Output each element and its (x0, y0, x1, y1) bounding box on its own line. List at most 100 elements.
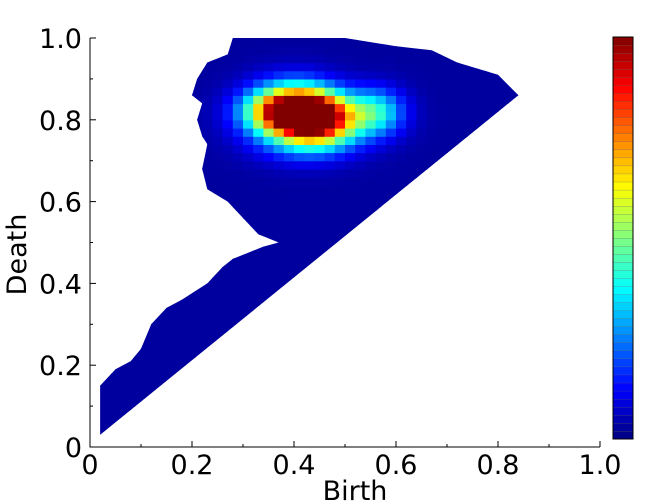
heatmap-cell (396, 357, 407, 366)
heatmap-cell (100, 152, 101, 162)
heatmap-cell (396, 168, 407, 178)
heatmap-cell (100, 397, 101, 407)
heatmap-cell (314, 111, 326, 121)
heatmap-cell (130, 340, 142, 350)
heatmap-cell (232, 299, 244, 309)
heatmap-cell (151, 389, 162, 399)
heatmap-cell (355, 201, 366, 211)
heatmap-cell (294, 324, 305, 334)
heatmap-cell (406, 389, 417, 399)
heatmap-cell (181, 242, 193, 252)
heatmap-cell (100, 324, 111, 334)
heatmap-cell (406, 250, 417, 260)
heatmap-cell (100, 348, 111, 358)
heatmap-cell (487, 78, 499, 88)
heatmap-cell (181, 234, 193, 244)
heatmap-cell (539, 390, 550, 399)
heatmap-cell (436, 275, 448, 284)
heatmap-cell (355, 324, 366, 334)
heatmap-cell (151, 316, 162, 325)
heatmap-cell (181, 275, 193, 284)
heatmap-cell (304, 38, 315, 47)
heatmap-cell (161, 242, 173, 252)
heatmap-cell (355, 46, 366, 55)
heatmap-cell (100, 242, 111, 252)
heatmap-cell (508, 218, 519, 227)
heatmap-cell (457, 70, 468, 80)
heatmap-cell (355, 103, 366, 113)
heatmap-cell (508, 406, 519, 415)
heatmap-cell (518, 185, 529, 194)
heatmap-cell (314, 70, 326, 80)
heatmap-cell (110, 62, 122, 72)
heatmap-cell (498, 62, 509, 72)
heatmap-cell (467, 348, 479, 358)
heatmap-cell (181, 177, 193, 186)
heatmap-cell (447, 332, 458, 342)
heatmap-cell (202, 414, 213, 424)
heatmap-cell (539, 210, 550, 219)
heatmap-cell (171, 177, 183, 186)
heatmap-cell (355, 160, 366, 170)
heatmap-cell (130, 406, 142, 415)
heatmap-cell (498, 152, 509, 162)
heatmap-cell (304, 177, 315, 186)
heatmap-cell (406, 414, 417, 424)
heatmap-cell (487, 226, 499, 235)
heatmap-cell (161, 234, 173, 244)
heatmap-cell (416, 226, 428, 235)
heatmap-cell (232, 389, 244, 399)
heatmap-cell (426, 111, 438, 121)
heatmap-cell (529, 79, 540, 88)
heatmap-cell (314, 258, 326, 268)
heatmap-cell (518, 144, 529, 153)
heatmap-cell (467, 201, 479, 211)
heatmap-cell (324, 62, 336, 72)
heatmap-cell (263, 136, 275, 145)
heatmap-cell (396, 242, 407, 252)
heatmap-cell (314, 381, 326, 391)
heatmap-cell (304, 316, 315, 325)
heatmap-cell (100, 430, 111, 435)
heatmap-cell (263, 152, 275, 162)
heatmap-cell (529, 226, 540, 235)
heatmap-cell (232, 283, 244, 293)
heatmap-cell (436, 389, 448, 399)
heatmap-cell (477, 152, 489, 162)
heatmap-cell (345, 54, 356, 64)
heatmap-cell (151, 357, 162, 366)
heatmap-cell (294, 87, 305, 96)
heatmap-cell (273, 242, 285, 252)
heatmap-cell (324, 234, 336, 244)
heatmap-cell (477, 54, 489, 64)
heatmap-cell (436, 430, 448, 435)
heatmap-cell (273, 54, 285, 64)
heatmap-cell (273, 193, 285, 203)
heatmap-cell (100, 119, 111, 129)
heatmap-cell (90, 439, 101, 448)
heatmap-cell (253, 160, 264, 170)
colorbar-segment (612, 213, 634, 223)
heatmap-cell (120, 365, 132, 374)
heatmap-cell (365, 201, 377, 211)
heatmap-cell (365, 234, 377, 244)
colorbar-segment (612, 278, 634, 287)
heatmap-cell (529, 210, 540, 219)
heatmap-cell (467, 177, 479, 186)
heatmap-cell (212, 373, 224, 383)
heatmap-cell (243, 193, 254, 203)
heatmap-cell (324, 267, 336, 276)
heatmap-cell (447, 234, 458, 244)
heatmap-cell (457, 283, 468, 293)
heatmap-cell (385, 201, 397, 211)
heatmap-cell (529, 365, 540, 374)
heatmap-cell (273, 185, 285, 194)
colorbar-segment (612, 44, 634, 54)
heatmap-cell (416, 258, 428, 268)
heatmap-cell (426, 46, 438, 55)
heatmap-cell (416, 46, 428, 55)
heatmap-cell (171, 144, 183, 154)
colorbar-segment (612, 165, 634, 175)
heatmap-cell (529, 373, 540, 382)
heatmap-cell (181, 38, 193, 47)
